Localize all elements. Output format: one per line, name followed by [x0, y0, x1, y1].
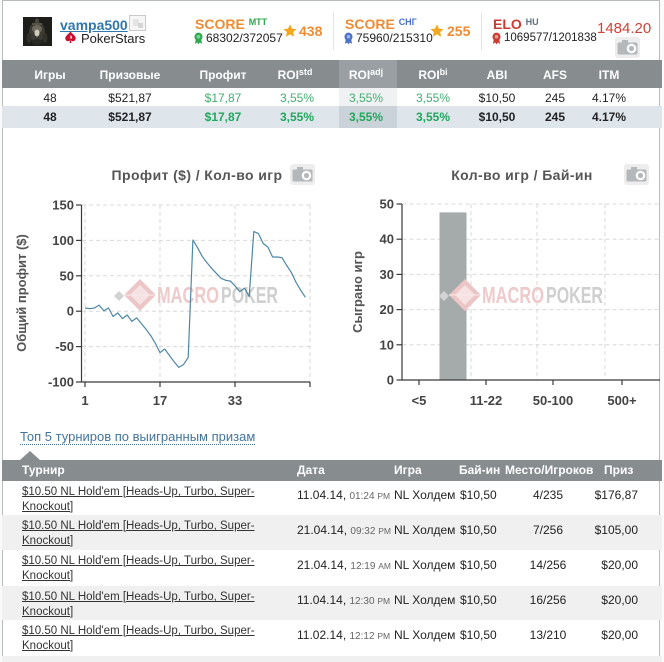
svg-text:500+: 500+	[607, 393, 637, 408]
svg-text:-50: -50	[55, 339, 74, 354]
svg-text:10: 10	[380, 337, 394, 352]
svg-text:Кол-во игр / Бай-ин: Кол-во игр / Бай-ин	[451, 167, 593, 183]
svg-text:MACRO: MACRO	[157, 282, 219, 308]
svg-text:20: 20	[380, 302, 394, 317]
svg-text:100: 100	[52, 233, 74, 248]
svg-text:Сыграно игр: Сыграно игр	[350, 251, 365, 333]
svg-text:30: 30	[380, 267, 394, 282]
svg-text:150: 150	[52, 198, 74, 213]
svg-text:17: 17	[153, 393, 167, 408]
svg-text:50: 50	[60, 268, 74, 283]
svg-text:0: 0	[67, 304, 74, 319]
svg-text:-100: -100	[48, 375, 74, 390]
svg-text:Общий профит ($): Общий профит ($)	[14, 234, 29, 352]
svg-text:POKER: POKER	[546, 282, 603, 308]
svg-text:<5: <5	[412, 393, 427, 408]
svg-text:11-22: 11-22	[470, 393, 503, 408]
svg-text:MACRO: MACRO	[482, 282, 544, 308]
svg-text:Профит ($) / Кол-во игр: Профит ($) / Кол-во игр	[112, 167, 283, 183]
svg-text:0: 0	[387, 373, 394, 388]
svg-text:1: 1	[81, 393, 88, 408]
svg-text:50-100: 50-100	[533, 393, 573, 408]
svg-text:40: 40	[380, 232, 394, 247]
svg-text:33: 33	[228, 393, 242, 408]
svg-text:50: 50	[380, 197, 394, 212]
